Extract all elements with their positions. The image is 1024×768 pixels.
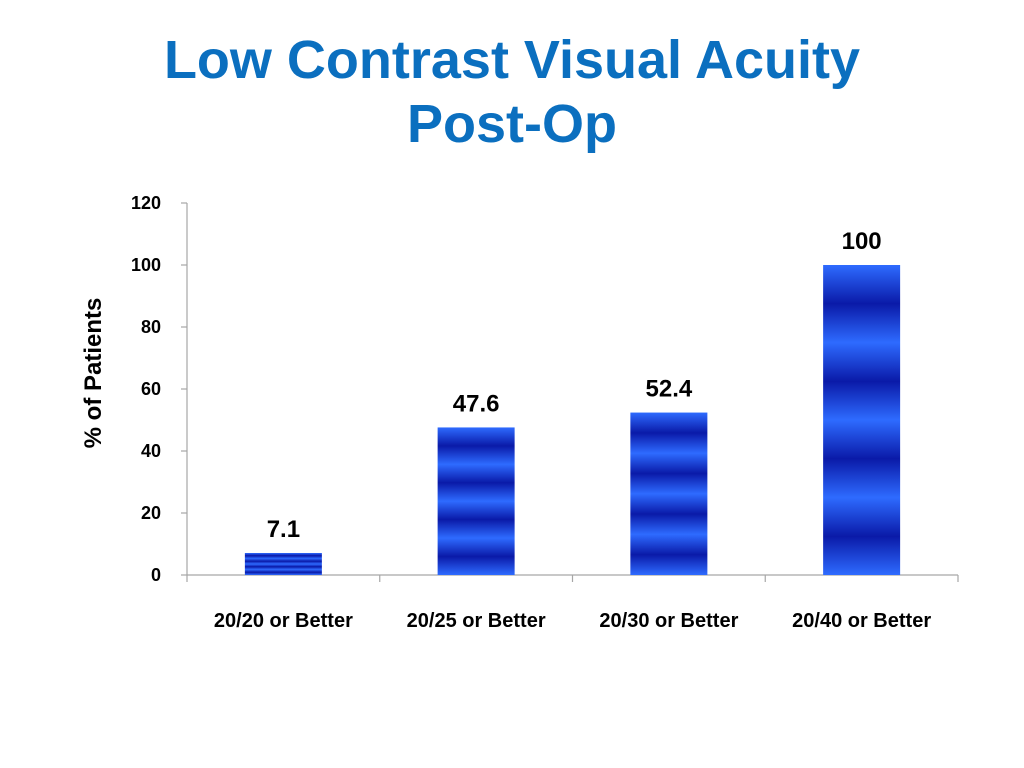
y-tick-label: 20 xyxy=(141,503,161,523)
data-label: 100 xyxy=(842,228,882,255)
x-category-label: 20/40 or Better xyxy=(792,610,931,632)
page-title: Low Contrast Visual Acuity Post-Op xyxy=(163,30,861,154)
x-category-label: 20/25 or Better xyxy=(407,610,546,632)
bars xyxy=(244,265,901,575)
data-label: 47.6 xyxy=(453,390,500,417)
y-axis-title: % of Patients xyxy=(80,298,107,449)
bar xyxy=(437,427,515,575)
x-category-label: 20/30 or Better xyxy=(599,610,738,632)
y-tick-label: 120 xyxy=(131,193,161,213)
bar xyxy=(630,412,708,575)
y-tick-label: 40 xyxy=(141,441,161,461)
x-category-label: 20/20 or Better xyxy=(214,610,353,632)
y-tick-label: 0 xyxy=(151,565,161,585)
y-tick-label: 100 xyxy=(131,255,161,275)
data-label: 52.4 xyxy=(646,376,693,403)
y-tick-label: 80 xyxy=(141,317,161,337)
data-label: 7.1 xyxy=(267,516,300,543)
labels: 0 20 40 60 80 100 120 % of Patients 7.1 20/20 or … xyxy=(80,193,931,632)
y-tick-label: 60 xyxy=(141,379,161,399)
bar xyxy=(823,265,901,575)
bar xyxy=(244,552,322,575)
